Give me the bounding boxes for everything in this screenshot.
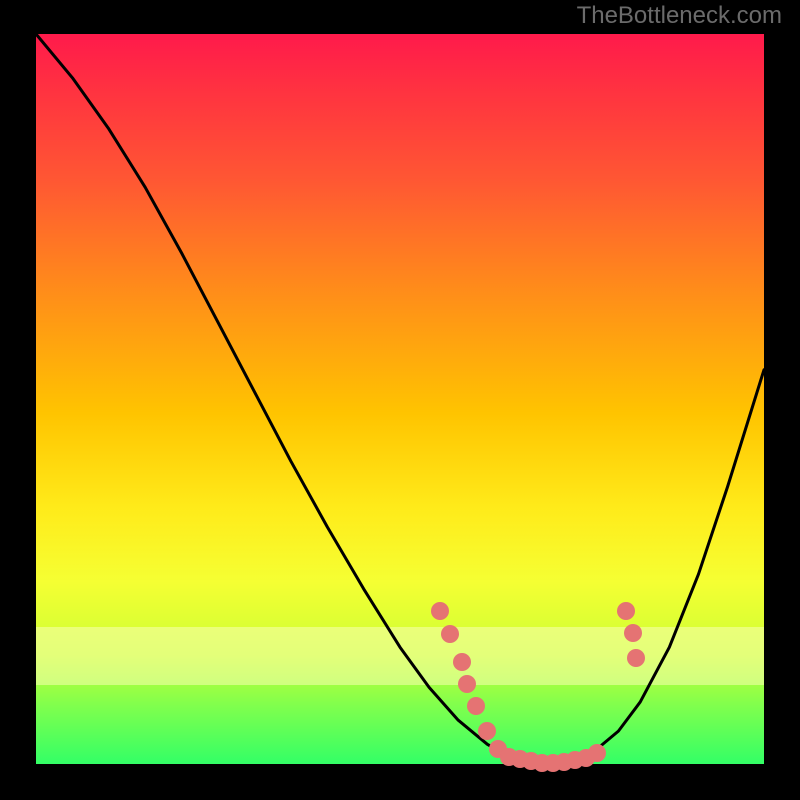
curve-marker <box>617 602 635 620</box>
curve-marker <box>467 697 485 715</box>
curve-marker <box>588 744 606 762</box>
chart-area <box>36 34 764 764</box>
stage: TheBottleneck.com <box>0 0 800 800</box>
curve-marker <box>441 625 459 643</box>
curve-marker <box>627 649 645 667</box>
curve-marker <box>458 675 476 693</box>
curve-marker <box>624 624 642 642</box>
curve-marker <box>431 602 449 620</box>
curve-marker <box>453 653 471 671</box>
curve-marker <box>478 722 496 740</box>
bottleneck-curve <box>36 34 764 764</box>
watermark-text: TheBottleneck.com <box>577 2 782 30</box>
